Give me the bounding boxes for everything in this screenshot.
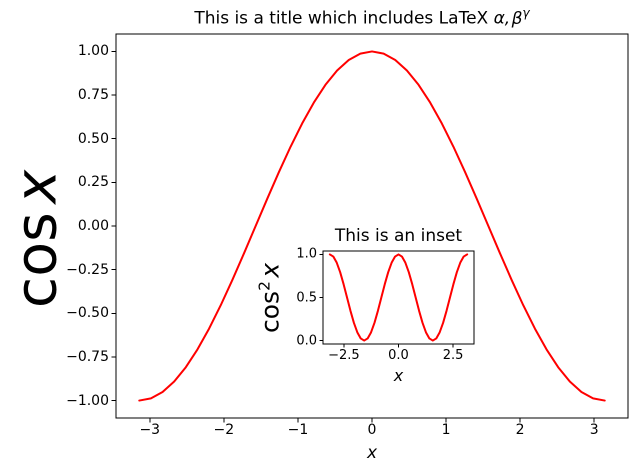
main-x-tick-label: −2: [213, 422, 235, 438]
main-ylabel-x: x: [3, 169, 70, 204]
main-ylabel-cos: cos: [3, 212, 70, 309]
figure-title: This is a title which includes LaTeX α,β…: [106, 6, 618, 29]
inset-y-tick-label: 0.0: [296, 333, 317, 349]
main-y-tick-label: 0.00: [77, 218, 109, 234]
inset-ylabel-cos: cos: [255, 290, 285, 333]
main-y-tick-label: −0.25: [66, 261, 109, 278]
main-x-tick-label: 3: [589, 422, 599, 438]
title-beta: β: [511, 8, 523, 29]
title-alpha: α,: [493, 8, 511, 29]
main-x-tick-label: −1: [287, 422, 309, 438]
main-y-tick-label: 1.00: [77, 43, 109, 60]
main-y-tick-label: −0.50: [66, 305, 109, 322]
inset-x-tick-label: −2.5: [328, 348, 360, 363]
inset-curve: [328, 253, 469, 342]
inset-title: This is an inset: [334, 226, 463, 246]
inset-y-tick-label: 0.5: [296, 290, 317, 305]
title-gamma-superscript: γ: [522, 6, 530, 20]
main-x-tick-label: 1: [441, 422, 451, 438]
inset-y-tick-label: 1.0: [296, 246, 317, 262]
main-y-tick-label: −1.00: [66, 392, 109, 409]
main-x-tick-label: 0: [367, 422, 377, 438]
main-x-axis-label: x: [366, 443, 378, 463]
inset-x-tick-label: 0.0: [388, 348, 409, 363]
main-y-tick-label: −0.75: [66, 348, 109, 365]
main-y-tick-label: 0.25: [77, 174, 109, 191]
main-y-tick-label: 0.50: [77, 130, 109, 147]
title-text: This is a title which includes LaTeX: [194, 8, 494, 29]
main-y-axis-label: cos x: [4, 170, 70, 308]
inset-y-axis-label: cos2 x: [255, 263, 285, 333]
inset-x-axis-label: x: [393, 366, 404, 385]
main-x-tick-label: 2: [515, 422, 525, 438]
inset-x-tick-label: 2.5: [442, 348, 464, 363]
inset-axes-frame: [322, 250, 475, 345]
main-y-tick-label: 0.75: [77, 87, 109, 104]
main-x-tick-label: −3: [139, 422, 161, 438]
main-curve: [138, 50, 606, 402]
inset-ylabel-squared: 2: [255, 281, 274, 291]
inset-ylabel-x: x: [255, 263, 285, 278]
